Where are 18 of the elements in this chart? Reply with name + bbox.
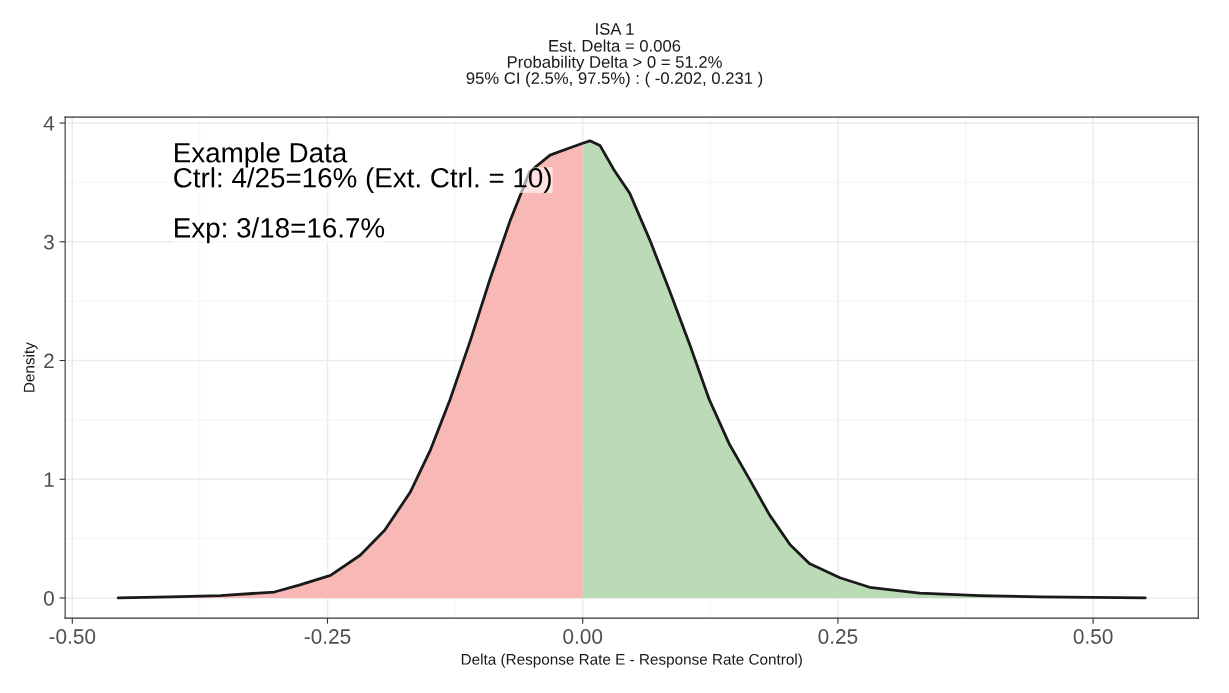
- annotation: Exp: 3/18=16.7%: [175, 217, 385, 244]
- x-tick-label: 0.50: [1073, 629, 1113, 644]
- x-tick-label: -0.50: [49, 629, 96, 644]
- y-tick-label: 0: [43, 590, 54, 606]
- chart-title: ISA 1: [596, 23, 634, 35]
- y-tick-label: 4: [43, 116, 55, 131]
- line-series: [116, 139, 1147, 600]
- y-tick-label: 1: [44, 472, 54, 487]
- annotation: Ctrl: 4/25=16% (Ext. Ctrl. = 10): [174, 167, 551, 194]
- x-tick-label: -0.25: [304, 629, 351, 644]
- annotation: Example Data: [175, 142, 348, 169]
- chart-subtitle: Est. Delta = 0.006 Probability Delta > 0 = 51.2% 95% CI (2.5%, 97.5%) : ( -0.202, 0.231 ): [466, 39, 763, 88]
- x-axis-title: Delta (Response Rate E - Response Rate Control): [461, 653, 802, 668]
- x-tick-label: 0.25: [818, 629, 858, 644]
- y-tick-label: 3: [43, 234, 54, 250]
- y-axis-title: Density: [23, 342, 38, 392]
- x-tick-label: 0.00: [563, 629, 603, 644]
- y-tick-label: 2: [44, 353, 54, 369]
